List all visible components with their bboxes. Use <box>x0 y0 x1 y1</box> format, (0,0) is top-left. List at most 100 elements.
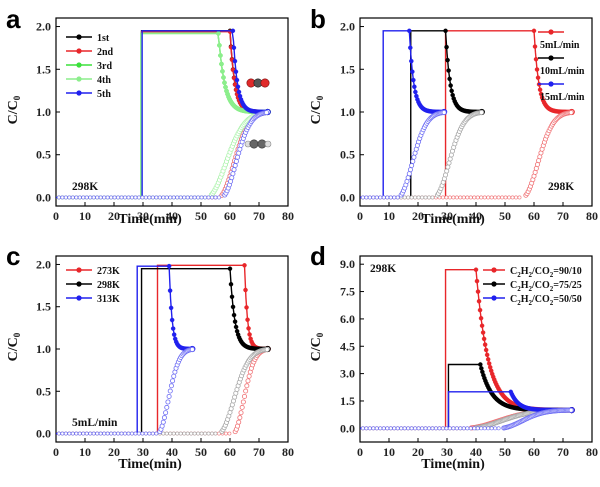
point-b-0 <box>534 67 540 72</box>
y-tick-label-b-1: 0.5 <box>340 148 355 162</box>
point-c-2 <box>170 326 176 331</box>
legend-label-legend-c-0: 273K <box>97 266 120 277</box>
point-base-a-4 <box>102 195 107 200</box>
point-base-c-1 <box>189 431 194 436</box>
point-base-d-2 <box>409 426 414 431</box>
point-base-c-2 <box>81 431 86 436</box>
point-b-1 <box>449 88 454 94</box>
x-tick-label-b-8: 80 <box>586 209 598 223</box>
point-base-c-2 <box>74 431 79 436</box>
point-base-c-2 <box>154 431 159 436</box>
point-base-b-1 <box>427 195 431 200</box>
point-base-b-2 <box>395 195 400 200</box>
y-tick-label-c-2: 1.0 <box>36 342 51 356</box>
point-a-3 <box>217 43 222 48</box>
point-base-d-2 <box>360 426 365 431</box>
point-c-0 <box>245 317 250 322</box>
point-base-d-2 <box>427 426 431 431</box>
point-c2h2-c-1 <box>264 347 270 353</box>
point-base-c-2 <box>60 431 65 436</box>
legend-marker-legend-c-0 <box>76 267 82 273</box>
point-base-c-2 <box>102 431 107 436</box>
point-a-3 <box>218 53 223 58</box>
point-base-d-2 <box>454 426 459 431</box>
point-d-0 <box>479 323 485 328</box>
point-base-a-4 <box>74 195 79 200</box>
series-c2h2-markers-b-2 <box>360 109 447 200</box>
point-c2h2-b-2 <box>410 158 416 164</box>
point-base-a-4 <box>206 195 211 200</box>
point-base-b-0 <box>486 195 491 200</box>
point-base-b-0 <box>503 195 508 200</box>
x-tick-label-a-2: 20 <box>108 209 120 223</box>
y-tick-label-d-3: 4.5 <box>340 339 355 353</box>
point-base-b-0 <box>444 195 449 200</box>
legend-marker-b-2 <box>548 81 554 87</box>
point-base-c-2 <box>88 431 93 436</box>
point-b-2 <box>410 69 415 74</box>
point-c-1 <box>232 319 238 324</box>
point-base-d-2 <box>364 426 369 431</box>
point-c2h2-a-4 <box>264 110 270 116</box>
series-line-b-1 <box>360 30 482 199</box>
point-c2h2-c-2 <box>165 399 171 405</box>
point-base-d-2 <box>434 426 438 431</box>
annotation-d: 298K <box>370 263 396 275</box>
point-base-c-1 <box>171 431 176 436</box>
legend-marker-legend-a-0 <box>76 34 82 40</box>
plot-area-d: 0 10 20 30 40 50 60 70 80 0.0 1.5 3.0 4.5 6.0 7.5 9.0 <box>340 255 598 459</box>
point-base-a-4 <box>57 195 61 200</box>
x-tick-label-a-4: 40 <box>166 209 178 223</box>
x-tick-label-c-2: 20 <box>108 445 120 459</box>
legend-marker-legend-a-4 <box>76 90 82 96</box>
point-base-b-0 <box>447 195 452 200</box>
x-tick-label-b-0: 0 <box>357 209 363 223</box>
point-c-2 <box>168 305 174 311</box>
point-base-d-2 <box>388 426 393 431</box>
point-base-d-2 <box>392 426 397 431</box>
point-b-1 <box>447 76 452 82</box>
point-base-d-2 <box>374 426 379 431</box>
point-base-d-2 <box>493 426 498 431</box>
point-a-3 <box>216 31 221 36</box>
point-base-a-4 <box>81 195 86 200</box>
series-line-a-3 <box>56 32 268 199</box>
legend-marker-legend-d-0 <box>491 267 497 273</box>
point-base-b-1 <box>430 195 435 200</box>
point-c2h2-b-2 <box>406 171 412 177</box>
legend-marker-legend-a-3 <box>76 76 82 82</box>
point-base-c-2 <box>91 431 96 436</box>
y-tick-label-c-4: 2.0 <box>36 257 51 271</box>
point-base-d-2 <box>444 426 449 431</box>
x-tick-label-b-4: 40 <box>470 209 482 223</box>
legend-label-legend-d-1: C2H2/CO2=75/25 <box>510 280 582 293</box>
point-c2h2-a-4 <box>233 158 239 164</box>
point-c-1 <box>229 294 235 300</box>
point-base-c-1 <box>213 431 218 436</box>
series-markers-b-2 <box>407 28 448 116</box>
xlabel-d: Time(min) <box>421 457 485 472</box>
x-tick-label-d-1: 10 <box>383 445 395 459</box>
y-tick-label-b-3: 1.5 <box>340 62 355 76</box>
y-tick-label-a-1: 0.5 <box>36 148 51 162</box>
point-base-a-4 <box>171 195 176 200</box>
point-c2h2-b-2 <box>407 167 413 173</box>
point-d-0 <box>475 289 481 294</box>
point-c2h2-b-1 <box>479 110 485 116</box>
point-base-d-2 <box>430 426 435 431</box>
point-c2h2-c-2 <box>161 415 167 421</box>
point-c2h2-c-0 <box>236 419 242 425</box>
point-c-2 <box>171 332 177 337</box>
point-b-0 <box>532 44 538 49</box>
point-c2h2-b-1 <box>447 156 453 162</box>
point-c-0 <box>242 263 247 268</box>
point-base-b-2 <box>371 195 376 200</box>
point-base-d-2 <box>378 426 383 431</box>
legend-b: 5mL/min 10mL/min 15mL/min <box>538 29 585 103</box>
ylabel-c: C/C0 <box>6 332 22 361</box>
series-line-b-2 <box>360 30 445 199</box>
point-b-2 <box>413 89 418 95</box>
series-line-c-0 <box>56 264 268 435</box>
point-base-c-2 <box>95 431 100 436</box>
point-c-1 <box>228 281 234 287</box>
